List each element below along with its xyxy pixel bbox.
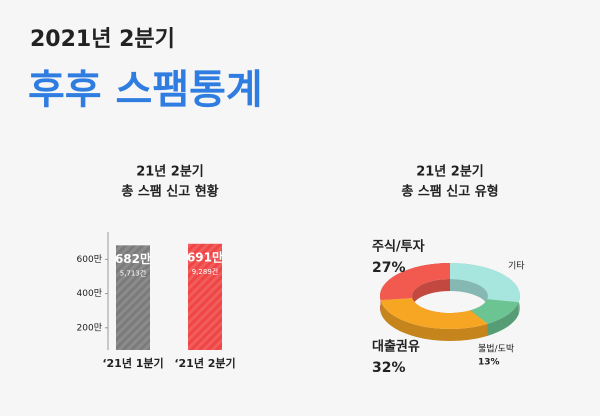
slice [450, 263, 520, 303]
legend-label: 기타 [508, 261, 525, 272]
chart-subtitle: 총 스팸 신고 현황 [121, 184, 218, 200]
page-title: 후후 스팸통계 [28, 67, 263, 113]
y-tick-label: 400만 [77, 288, 102, 299]
slice-outer-wall [380, 300, 488, 342]
value-label: 691만 [187, 249, 223, 264]
slice-inner-wall [450, 279, 488, 312]
legend-label: 대출권유 [372, 339, 420, 355]
period: 2021년 2분기 [30, 27, 175, 52]
value-label: 27% [372, 260, 406, 276]
bar-chart: 21년 2분기 총 스팸 신고 현황 200만 400만 600만 682만 5,713… [77, 165, 236, 371]
slice [470, 299, 519, 324]
chart-subtitle: 총 스팸 신고 유형 [401, 184, 498, 200]
value-label: 13% [478, 358, 500, 368]
chart-title: 21년 2분기 [416, 165, 484, 180]
y-tick-label: 200만 [77, 322, 102, 333]
chart-title: 21년 2분기 [136, 165, 204, 180]
slice-inner-wall [412, 279, 450, 311]
y-tick-label: 600만 [77, 254, 102, 265]
value-label: 32% [372, 360, 406, 376]
legend-label: 불법/도박 [478, 344, 514, 355]
slice-outer-wall [487, 302, 519, 336]
value-label: 682만 [115, 251, 151, 266]
slice [380, 263, 450, 301]
bar-hatch [116, 245, 150, 350]
count-label: 9,289건 [192, 267, 218, 276]
x-tick-label: ‘21년 2분기 [174, 356, 235, 370]
x-tick-label: ‘21년 1분기 [102, 356, 163, 370]
slice [380, 298, 488, 329]
bar-hatch [188, 243, 222, 350]
count-label: 5,713건 [120, 268, 146, 277]
legend-label: 주식/투자 [372, 239, 425, 255]
